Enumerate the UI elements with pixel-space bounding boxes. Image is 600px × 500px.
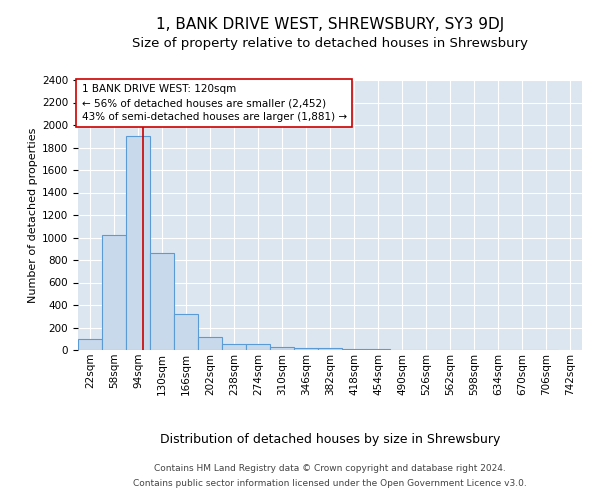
Bar [78,339,102,350]
Bar [246,344,270,350]
Y-axis label: Number of detached properties: Number of detached properties [28,128,38,302]
Bar [126,136,150,350]
Text: Contains HM Land Registry data © Crown copyright and database right 2024.: Contains HM Land Registry data © Crown c… [154,464,506,473]
Bar [102,236,126,350]
Bar [150,254,174,350]
Text: Contains public sector information licensed under the Open Government Licence v3: Contains public sector information licen… [133,479,527,488]
Bar [198,336,222,350]
Bar [294,348,318,350]
Bar [318,348,342,350]
Bar [174,314,198,350]
Text: Size of property relative to detached houses in Shrewsbury: Size of property relative to detached ho… [132,38,528,51]
Bar [270,346,294,350]
Text: 1, BANK DRIVE WEST, SHREWSBURY, SY3 9DJ: 1, BANK DRIVE WEST, SHREWSBURY, SY3 9DJ [156,18,504,32]
Text: 1 BANK DRIVE WEST: 120sqm
← 56% of detached houses are smaller (2,452)
43% of se: 1 BANK DRIVE WEST: 120sqm ← 56% of detac… [82,84,347,122]
Bar [222,344,246,350]
Text: Distribution of detached houses by size in Shrewsbury: Distribution of detached houses by size … [160,432,500,446]
